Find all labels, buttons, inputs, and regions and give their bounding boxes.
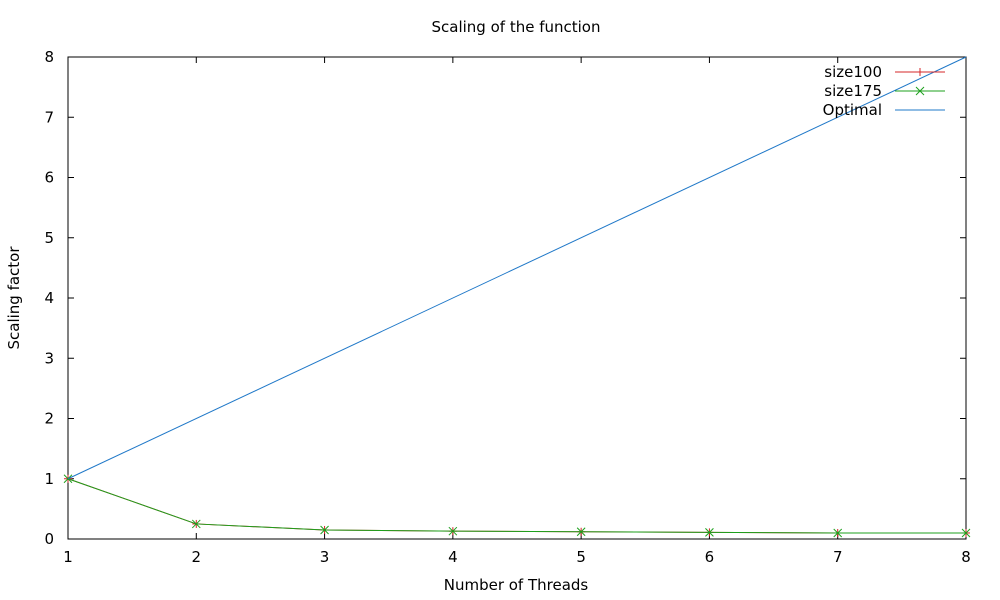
y-axis-label: Scaling factor (5, 246, 23, 350)
x-tick-label: 3 (320, 548, 330, 566)
data-point-size175 (576, 527, 586, 537)
series-layer (63, 56, 971, 538)
y-tick-label: 7 (44, 108, 54, 126)
x-axis-label: Number of Threads (444, 576, 589, 594)
data-point-size175 (320, 525, 329, 535)
legend-label-size175: size175 (824, 82, 882, 100)
data-point-mark-size175 (191, 519, 201, 529)
series-line-optimal (67, 56, 967, 480)
y-tick-label: 0 (44, 530, 54, 548)
data-point-mark-size175 (576, 527, 586, 537)
data-point-size175 (448, 526, 458, 536)
plot-area (67, 56, 967, 540)
legend-item-size175: size175 (824, 82, 945, 100)
x-tick-label: 4 (448, 548, 458, 566)
data-point-size175 (191, 519, 201, 529)
plot-frame (67, 56, 967, 540)
y-tick-label: 6 (44, 169, 54, 187)
y-tick-label: 4 (44, 289, 54, 307)
series-optimal (67, 56, 967, 480)
data-point-size175 (705, 528, 714, 537)
series-line-size100 (67, 478, 966, 534)
x-tick-label: 5 (576, 548, 586, 566)
y-tick-label: 2 (44, 410, 54, 428)
data-point-mark-size175 (833, 528, 843, 538)
x-tick-label: 8 (961, 548, 971, 566)
data-point-mark-size175 (320, 525, 329, 535)
series-line-size175 (67, 478, 966, 534)
data-point-size175 (961, 528, 971, 538)
data-point-mark-size175 (961, 528, 971, 538)
series-size175 (63, 474, 971, 538)
data-point-mark-size175 (705, 528, 714, 537)
x-tick-label: 2 (192, 548, 202, 566)
x-tick-label: 6 (705, 548, 715, 566)
legend-marker-size175 (915, 86, 925, 96)
x-tick-label: 1 (63, 548, 73, 566)
y-tick-label: 3 (44, 349, 54, 367)
x-tick-label: 7 (833, 548, 843, 566)
data-point-size175 (833, 528, 843, 538)
legend-item-size100: size100 (824, 63, 945, 81)
chart-title: Scaling of the function (432, 18, 601, 36)
y-tick-label: 5 (44, 229, 54, 247)
y-tick-label: 8 (44, 48, 54, 66)
data-point-mark-size175 (448, 526, 458, 536)
y-tick-label: 1 (44, 470, 54, 488)
legend-label-optimal: Optimal (823, 101, 882, 119)
legend-item-optimal: Optimal (823, 101, 945, 119)
legend-label-size100: size100 (824, 63, 882, 81)
